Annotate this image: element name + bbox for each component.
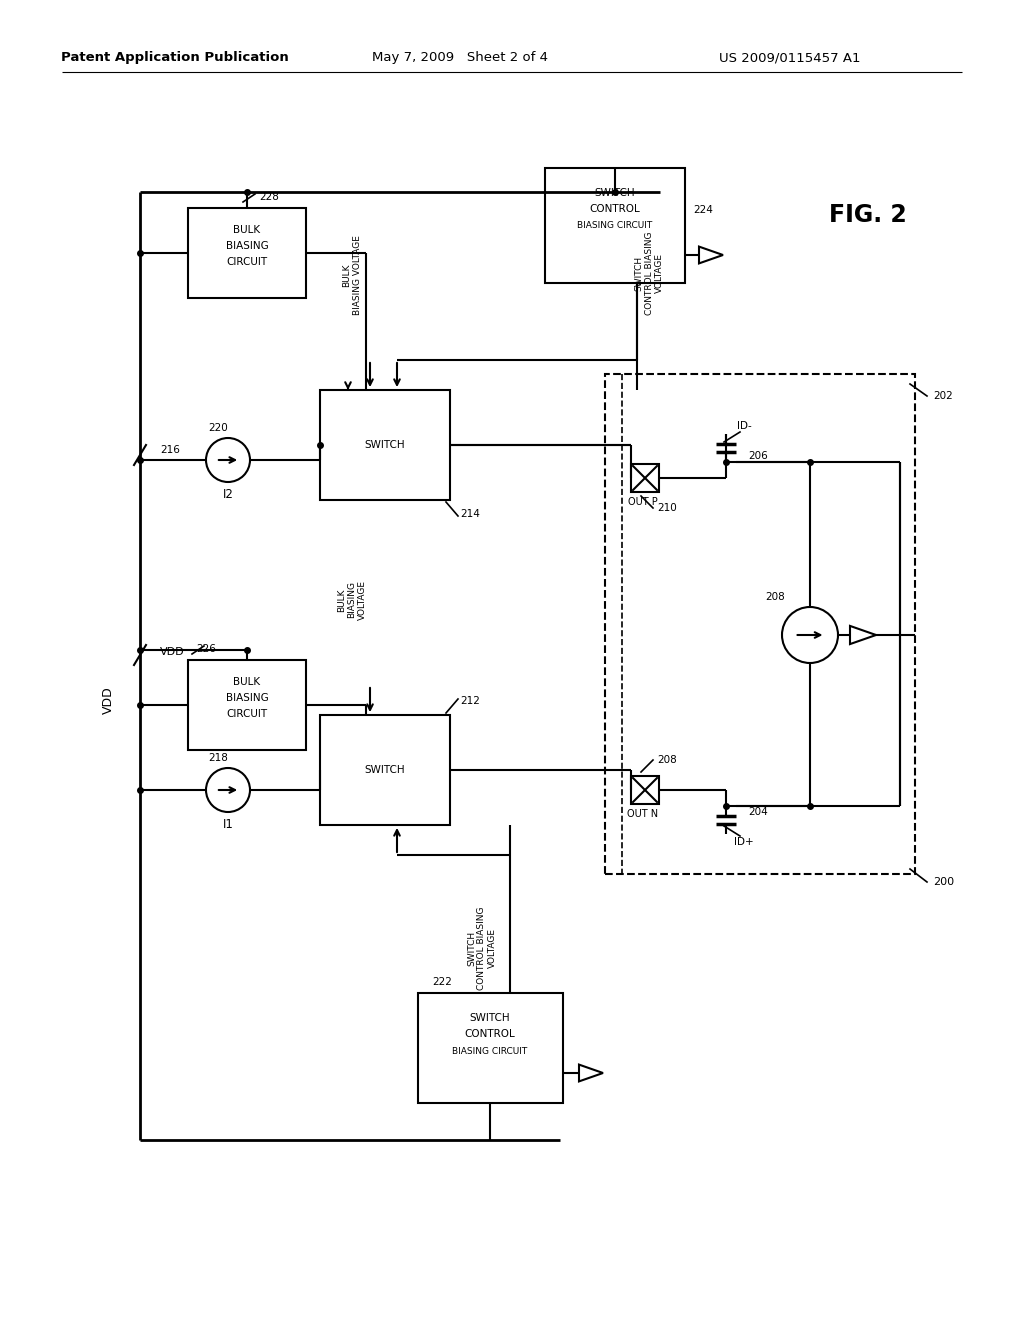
Text: May 7, 2009   Sheet 2 of 4: May 7, 2009 Sheet 2 of 4 <box>372 51 548 65</box>
Text: 208: 208 <box>657 755 677 766</box>
Polygon shape <box>699 247 723 264</box>
Text: 226: 226 <box>196 644 216 653</box>
Bar <box>605 374 915 874</box>
Bar <box>418 993 563 1104</box>
Text: OUT N: OUT N <box>628 809 658 818</box>
Text: CIRCUIT: CIRCUIT <box>226 257 267 267</box>
Polygon shape <box>579 1065 603 1081</box>
Text: BULK: BULK <box>233 224 260 235</box>
Text: BULK
BIASING VOLTAGE: BULK BIASING VOLTAGE <box>342 235 361 315</box>
Text: BIASING CIRCUIT: BIASING CIRCUIT <box>578 222 652 231</box>
Text: 220: 220 <box>208 422 228 433</box>
Text: Patent Application Publication: Patent Application Publication <box>61 51 289 65</box>
Polygon shape <box>850 626 876 644</box>
Text: SWITCH
CONTROL BIASING
VOLTAGE: SWITCH CONTROL BIASING VOLTAGE <box>634 231 664 315</box>
Text: 200: 200 <box>933 876 954 887</box>
Text: OUT P: OUT P <box>628 498 657 507</box>
Text: US 2009/0115457 A1: US 2009/0115457 A1 <box>719 51 861 65</box>
Text: I2: I2 <box>222 488 233 502</box>
Text: CIRCUIT: CIRCUIT <box>226 709 267 719</box>
Text: 208: 208 <box>765 591 784 602</box>
Text: 224: 224 <box>693 205 713 215</box>
Text: BIASING: BIASING <box>225 693 268 704</box>
Text: 228: 228 <box>259 191 279 202</box>
Text: VDD: VDD <box>160 647 184 657</box>
Text: CONTROL: CONTROL <box>590 205 640 214</box>
Text: SWITCH: SWITCH <box>365 440 406 450</box>
Text: FIG. 2: FIG. 2 <box>829 203 907 227</box>
Text: BULK: BULK <box>233 677 260 686</box>
Bar <box>319 715 450 825</box>
Text: BULK
BIASING
VOLTAGE: BULK BIASING VOLTAGE <box>337 579 367 620</box>
Text: SWITCH: SWITCH <box>365 766 406 775</box>
Text: 218: 218 <box>208 752 228 763</box>
Text: VDD: VDD <box>101 686 115 714</box>
Bar <box>188 209 306 298</box>
Text: BIASING CIRCUIT: BIASING CIRCUIT <box>453 1047 527 1056</box>
Text: 216: 216 <box>160 445 180 455</box>
Text: ID+: ID+ <box>734 837 754 847</box>
Bar <box>188 660 306 750</box>
Text: CONTROL: CONTROL <box>465 1030 515 1039</box>
Bar <box>545 168 685 282</box>
Bar <box>631 776 659 804</box>
Text: SWITCH: SWITCH <box>470 1012 510 1023</box>
Text: SWITCH
CONTROL BIASING
VOLTAGE: SWITCH CONTROL BIASING VOLTAGE <box>467 907 497 990</box>
Text: BIASING: BIASING <box>225 242 268 251</box>
Bar <box>319 389 450 500</box>
Text: 222: 222 <box>432 977 452 987</box>
Text: 212: 212 <box>460 696 480 706</box>
Text: ID-: ID- <box>736 421 752 432</box>
Text: 204: 204 <box>748 807 768 817</box>
Bar <box>631 465 659 492</box>
Text: 206: 206 <box>748 451 768 461</box>
Text: I1: I1 <box>222 818 233 832</box>
Text: 202: 202 <box>933 391 952 401</box>
Text: 210: 210 <box>657 503 677 513</box>
Text: 214: 214 <box>460 510 480 519</box>
Text: SWITCH: SWITCH <box>595 187 635 198</box>
